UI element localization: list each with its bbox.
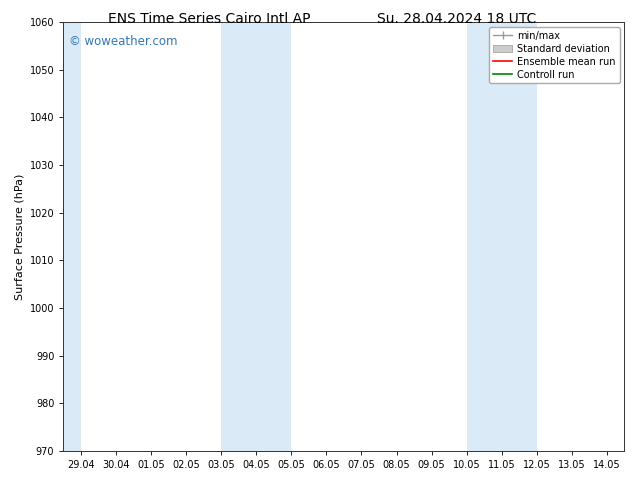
Bar xyxy=(63,22,81,451)
Y-axis label: Surface Pressure (hPa): Surface Pressure (hPa) xyxy=(14,173,24,299)
Bar xyxy=(467,22,537,451)
Bar xyxy=(221,22,292,451)
Legend: min/max, Standard deviation, Ensemble mean run, Controll run: min/max, Standard deviation, Ensemble me… xyxy=(489,27,619,83)
Text: ENS Time Series Cairo Intl AP: ENS Time Series Cairo Intl AP xyxy=(108,12,311,26)
Text: Su. 28.04.2024 18 UTC: Su. 28.04.2024 18 UTC xyxy=(377,12,536,26)
Text: © woweather.com: © woweather.com xyxy=(69,35,178,48)
